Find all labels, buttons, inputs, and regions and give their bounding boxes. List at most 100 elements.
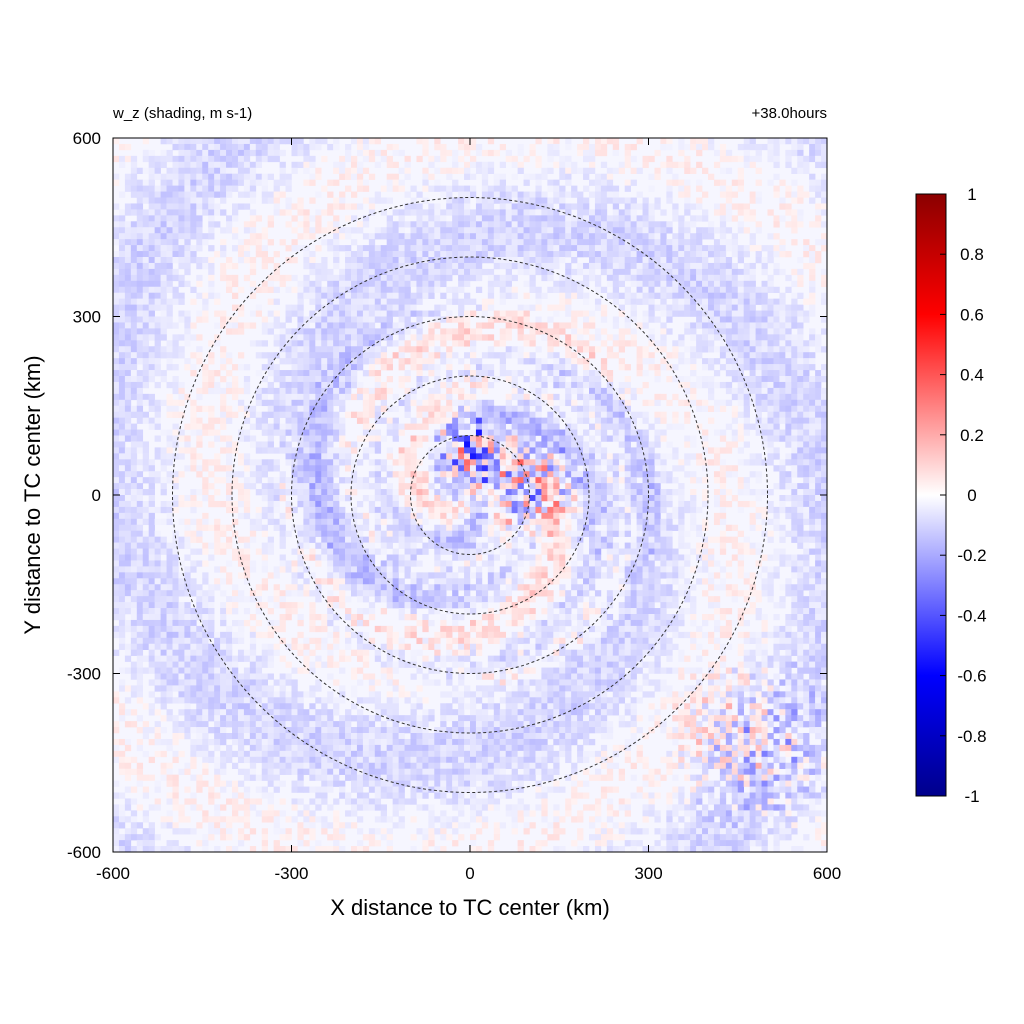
heatmap-cell [136, 840, 144, 847]
heatmap-cell [202, 637, 209, 645]
heatmap-cell [303, 358, 310, 365]
heatmap-cell [243, 619, 251, 627]
heatmap-cell [243, 596, 251, 603]
heatmap-cell [356, 643, 364, 650]
heatmap-cell [428, 411, 435, 418]
heatmap-cell [190, 506, 197, 514]
heatmap-cell [285, 661, 292, 668]
heatmap-cell [356, 334, 364, 341]
heatmap-cell [154, 566, 161, 573]
heatmap-cell [309, 453, 316, 460]
heatmap-cell [196, 143, 203, 151]
heatmap-cell [226, 655, 233, 662]
heatmap-cell [380, 322, 387, 329]
heatmap-cell [160, 697, 167, 704]
heatmap-cell [261, 738, 268, 746]
heatmap-cell [243, 381, 251, 389]
heatmap-cell [356, 173, 364, 180]
heatmap-cell [124, 173, 132, 180]
heatmap-cell [380, 667, 387, 674]
heatmap-cell [208, 370, 215, 377]
heatmap-cell [315, 298, 322, 305]
heatmap-cell [118, 292, 126, 299]
heatmap-cell [279, 542, 286, 549]
heatmap-cell [166, 792, 173, 799]
heatmap-cell [130, 405, 138, 412]
heatmap-cell [321, 453, 328, 460]
heatmap-cell [261, 495, 268, 502]
heatmap-cell [178, 810, 185, 817]
heatmap-cell [261, 548, 268, 555]
heatmap-cell [136, 649, 144, 656]
heatmap-cell [362, 245, 370, 252]
heatmap-cell [303, 143, 310, 151]
heatmap-cell [356, 614, 364, 621]
heatmap-cell [124, 738, 132, 746]
heatmap-cell [130, 691, 138, 698]
heatmap-cell [434, 453, 441, 460]
heatmap-cell [124, 268, 132, 276]
heatmap-cell [362, 274, 370, 282]
heatmap-cell [118, 792, 126, 799]
heatmap-cell [416, 399, 423, 407]
heatmap-cell [356, 584, 364, 591]
heatmap-cell [214, 756, 221, 764]
heatmap-cell [196, 608, 203, 615]
heatmap-cell [374, 738, 382, 746]
heatmap-cell [226, 161, 233, 169]
heatmap-cell [232, 780, 239, 787]
heatmap-cell [130, 554, 138, 561]
heatmap-cell [214, 191, 221, 198]
heatmap-cell [113, 233, 120, 240]
heatmap-cell [327, 429, 334, 436]
heatmap-cell [410, 209, 417, 216]
heatmap-cell [315, 465, 322, 472]
heatmap-cell [136, 239, 144, 246]
heatmap-cell [136, 280, 144, 288]
heatmap-cell [273, 316, 280, 323]
heatmap-cell [428, 262, 435, 270]
heatmap-cell [267, 649, 274, 656]
heatmap-cell [160, 149, 167, 157]
heatmap-cell [452, 435, 459, 442]
heatmap-cell [208, 483, 215, 490]
heatmap-cell [356, 733, 364, 740]
heatmap-cell [410, 715, 417, 722]
heatmap-cell [339, 733, 346, 740]
heatmap-cell [297, 834, 304, 841]
heatmap-cell [243, 655, 251, 662]
heatmap-cell [113, 429, 120, 436]
heatmap-cell [214, 221, 221, 228]
heatmap-cell [297, 447, 304, 454]
heatmap-cell [416, 155, 423, 163]
heatmap-cell [291, 506, 298, 514]
heatmap-cell [333, 816, 340, 823]
heatmap-cell [327, 846, 334, 852]
heatmap-cell [297, 762, 304, 769]
heatmap-cell [458, 340, 465, 347]
heatmap-cell [333, 798, 340, 805]
heatmap-cell [404, 495, 411, 502]
heatmap-cell [315, 685, 322, 692]
heatmap-cell [333, 572, 340, 579]
heatmap-cell [404, 376, 411, 383]
heatmap-cell [327, 715, 334, 722]
heatmap-cell [428, 393, 435, 401]
heatmap-cell [315, 530, 322, 537]
heatmap-cell [303, 727, 310, 734]
heatmap-cell [237, 548, 245, 555]
heatmap-cell [398, 506, 405, 514]
heatmap-cell [208, 798, 215, 805]
heatmap-cell [154, 435, 161, 442]
heatmap-cell [172, 209, 179, 216]
heatmap-cell [368, 292, 376, 299]
heatmap-cell [362, 637, 370, 645]
heatmap-cell [374, 257, 382, 264]
heatmap-cell [339, 691, 346, 698]
heatmap-cell [160, 155, 167, 163]
heatmap-cell [392, 780, 399, 787]
heatmap-cell [142, 298, 149, 305]
heatmap-cell [351, 619, 358, 627]
heatmap-cell [333, 483, 340, 490]
heatmap-cell [297, 560, 304, 567]
